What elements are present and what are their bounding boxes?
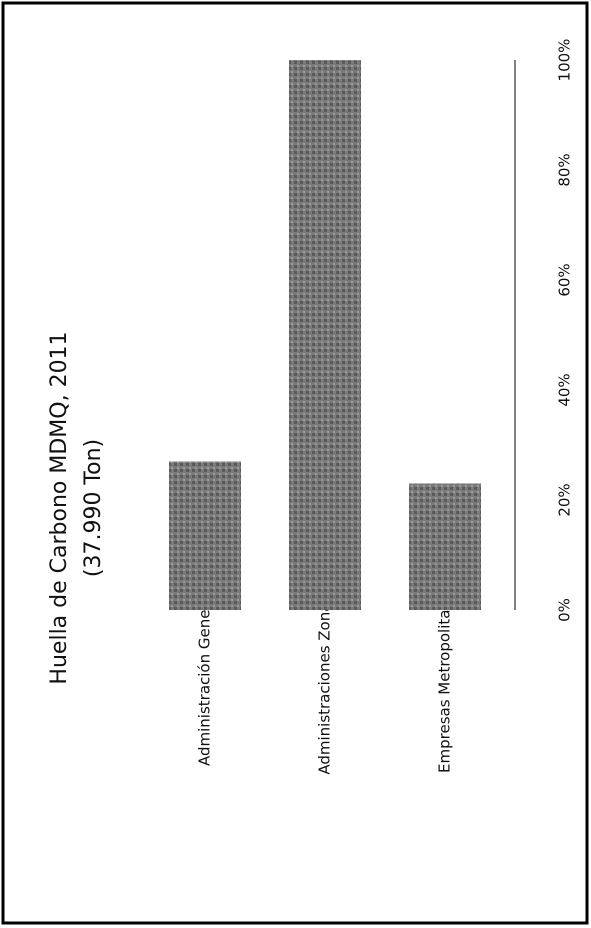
- category-label: Empresas Metropolitanas: [436, 583, 454, 773]
- bar: [409, 483, 481, 610]
- x-tick-label: 100%: [556, 39, 574, 82]
- chart-title: Huella de Carbono MDMQ, 2011: [47, 331, 72, 684]
- x-tick-label: 60%: [556, 263, 574, 296]
- x-tick-label: 80%: [556, 153, 574, 186]
- category-label: Administración General: [196, 590, 214, 766]
- x-tick-label: 0%: [556, 598, 574, 622]
- chart: Huella de Carbono MDMQ, 2011 (37.990 Ton…: [47, 39, 574, 775]
- x-tick-label: 20%: [556, 483, 574, 516]
- bar: [169, 461, 241, 610]
- category-label: Administraciones Zonales: [316, 581, 334, 774]
- x-tick-label: 40%: [556, 373, 574, 406]
- bar: [289, 60, 361, 610]
- chart-subtitle: (37.990 Ton): [81, 439, 106, 577]
